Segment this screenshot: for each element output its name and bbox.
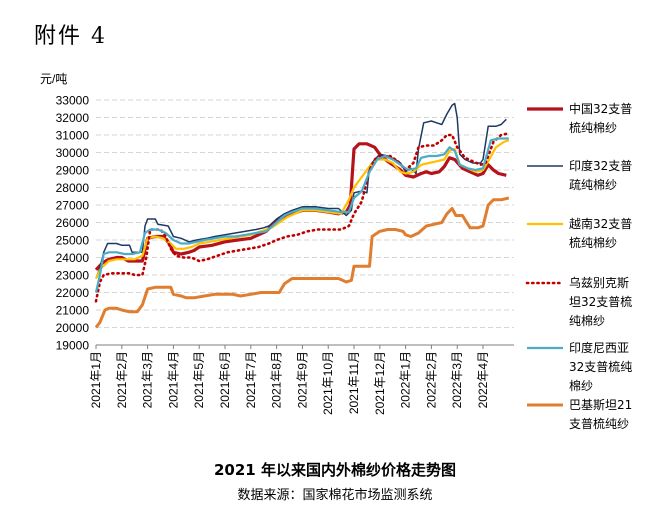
legend-label-4: 纯棉纱 (569, 314, 605, 328)
x-tick-label: 2022年4月 (476, 351, 490, 408)
legend-label-6: 巴基斯坦21 (569, 398, 632, 412)
y-tick-label: 23000 (56, 269, 90, 283)
y-tick-label: 32000 (56, 111, 90, 125)
y-tick-label: 24000 (56, 251, 90, 265)
legend-label-3: 越南32支普 (569, 216, 632, 231)
series-line-4 (94, 132, 511, 303)
y-tick-label: 21000 (56, 304, 90, 318)
y-tick-label: 19000 (56, 339, 90, 353)
y-tick-label: 29000 (56, 164, 90, 178)
legend-label-5: 棉纱 (569, 379, 593, 393)
series-line-3 (95, 139, 510, 279)
y-tick-label: 26000 (56, 216, 90, 230)
x-tick-label: 2022年1月 (399, 351, 413, 408)
x-tick-label: 2021年5月 (192, 351, 206, 408)
x-tick-label: 2021年1月 (89, 351, 103, 408)
y-tick-label: 27000 (56, 199, 90, 213)
legend-label-6: 支普梳纯纱 (569, 416, 629, 431)
legend-label-3: 梳纯棉纱 (569, 235, 617, 250)
chart-source: 数据来源：国家棉花市场监测系统 (237, 488, 433, 503)
y-tick-label: 31000 (56, 129, 90, 143)
attachment-label: 附件 4 (34, 24, 107, 49)
x-tick-label: 2021年10月 (321, 351, 335, 415)
legend-label-1: 梳纯棉纱 (569, 120, 617, 135)
y-tick-label: 33000 (56, 94, 90, 108)
x-tick-label: 2021年11月 (347, 351, 361, 414)
legend-label-5: 印度尼西亚 (569, 340, 629, 355)
x-tick-label: 2021年7月 (244, 351, 258, 408)
legend-label-4: 乌兹别克斯 (569, 275, 629, 290)
x-tick-label: 2021年2月 (115, 351, 129, 408)
legend: 中国32支普梳纯棉纱印度32支普疏纯棉纱越南32支普梳纯棉纱乌兹别克斯坦32支普… (525, 101, 632, 431)
chart-title: 2021 年以来国内外棉纱价格走势图 (214, 461, 456, 479)
x-tick-label: 2021年4月 (166, 351, 180, 408)
legend-label-5: 32支普梳纯 (569, 359, 632, 374)
x-tick-label: 2021年8月 (270, 351, 284, 408)
series-line-2 (95, 102, 507, 279)
x-tick-label: 2021年6月 (218, 351, 232, 408)
y-tick-label: 25000 (56, 234, 90, 248)
legend-label-1: 中国32支普 (569, 101, 632, 116)
series-line-6 (94, 196, 510, 329)
x-tick-label: 2021年12月 (373, 351, 387, 415)
x-tick-label: 2021年9月 (295, 351, 309, 408)
y-tick-label: 20000 (56, 321, 90, 335)
y-axis-unit: 元/吨 (40, 72, 67, 86)
legend-label-4: 坦32支普梳 (569, 294, 632, 309)
series-line-5 (94, 137, 509, 293)
legend-label-2: 印度32支普 (569, 158, 632, 173)
legend-label-2: 疏纯棉纱 (569, 177, 617, 192)
y-tick-label: 28000 (56, 181, 90, 195)
x-tick-label: 2021年3月 (141, 351, 155, 408)
series-lines (94, 102, 511, 329)
y-tick-label: 22000 (56, 286, 90, 300)
axes: 19000 20000 21000 22000 23000 24000 25000 26000… (56, 94, 514, 415)
x-tick-label: 2022年2月 (424, 351, 438, 408)
y-tick-label: 30000 (56, 146, 90, 160)
x-tick-label: 2022年3月 (450, 351, 464, 408)
